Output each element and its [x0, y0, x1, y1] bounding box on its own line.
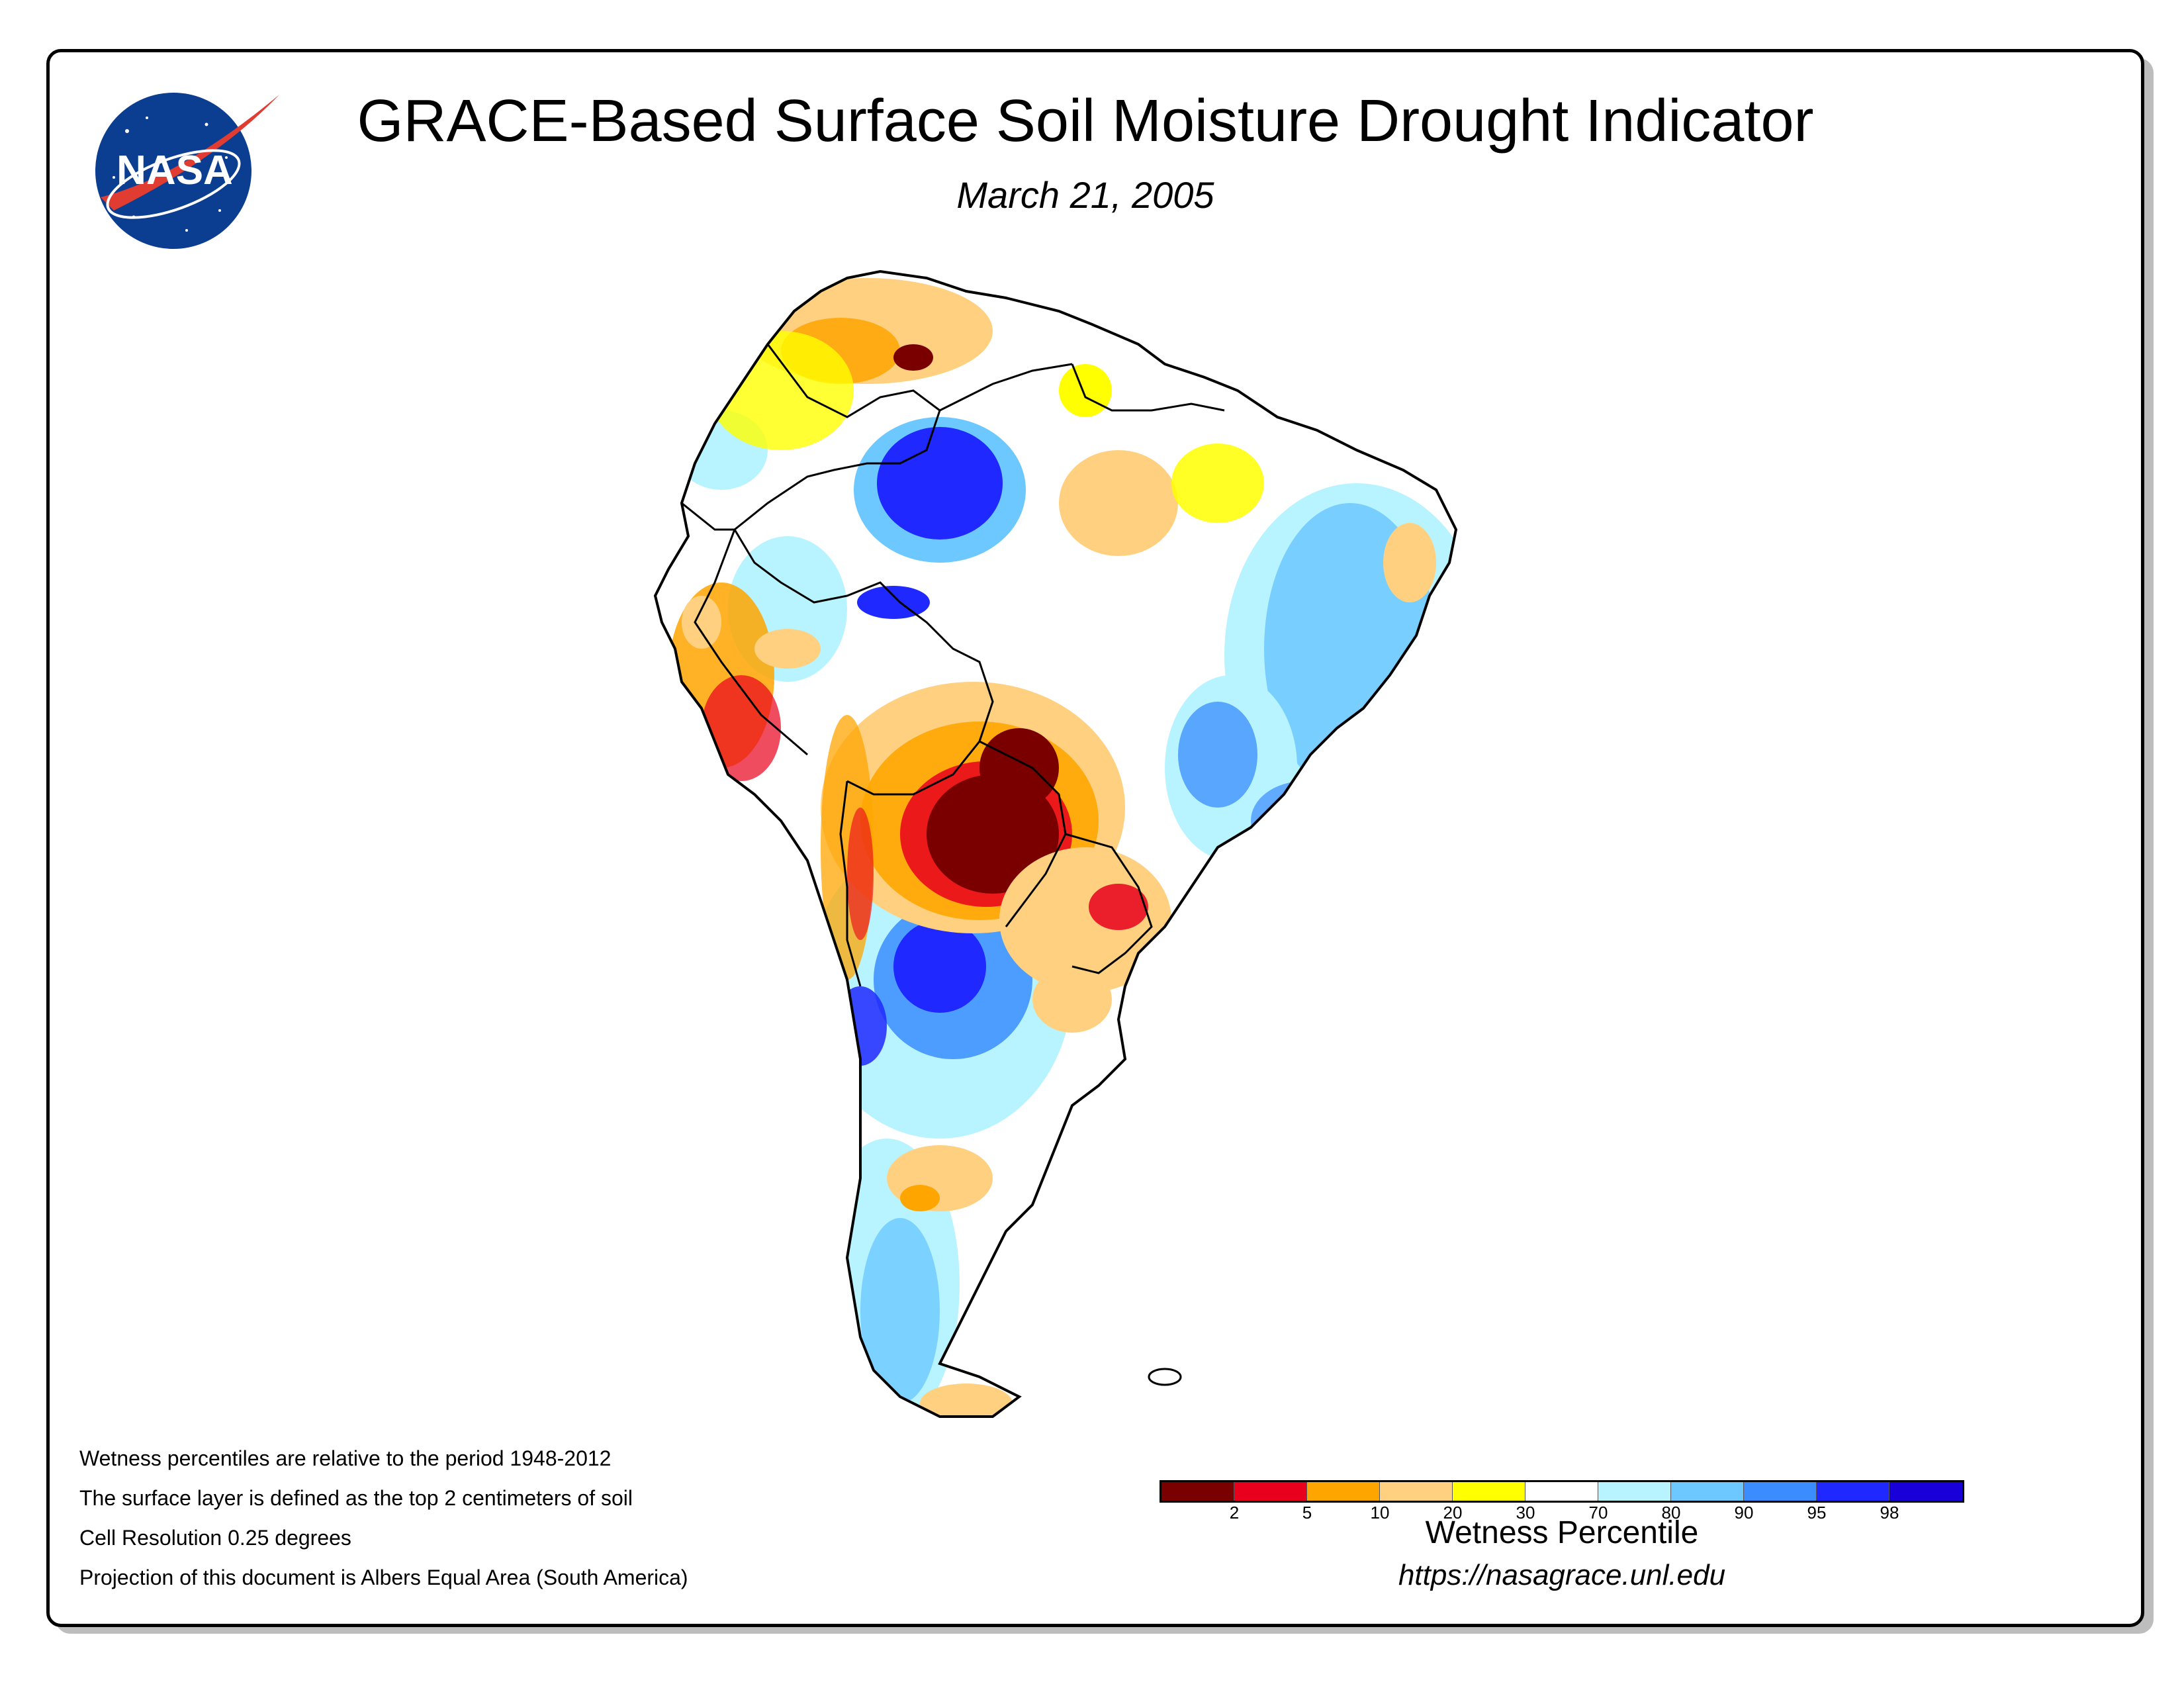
legend-tick-label: 70 [1588, 1503, 1608, 1523]
note-projection: Projection of this document is Albers Eq… [79, 1566, 688, 1589]
legend-tick-label: 2 [1229, 1503, 1240, 1523]
legend-swatch [1889, 1482, 1962, 1501]
note-surface-layer: The surface layer is defined as the top … [79, 1486, 633, 1510]
note-percentile-period: Wetness percentiles are relative to the … [79, 1446, 612, 1470]
legend-tick-label: 95 [1807, 1503, 1827, 1523]
legend-title: Wetness Percentile [1425, 1515, 1699, 1550]
legend-tick-label: 20 [1443, 1503, 1463, 1523]
page-title: GRACE-Based Surface Soil Moisture Drough… [357, 88, 1814, 154]
south-america-map [654, 270, 1457, 1418]
legend-swatch [1817, 1482, 1889, 1501]
islands [1148, 1368, 1182, 1386]
logo-text: NASA [116, 148, 233, 193]
legend-swatch [1161, 1482, 1234, 1501]
wetness-raster [655, 271, 1456, 1417]
note-cell-resolution: Cell Resolution 0.25 degrees [79, 1526, 351, 1550]
legend-color-bar [1160, 1480, 1964, 1503]
legend-swatch [1598, 1482, 1671, 1501]
nasa-logo-icon: NASA [95, 93, 279, 249]
legend-swatch [1671, 1482, 1744, 1501]
map-date: March 21, 2005 [956, 174, 1214, 216]
legend-swatch [1453, 1482, 1525, 1501]
legend-tick-label: 10 [1370, 1503, 1390, 1523]
legend-tick-label: 80 [1661, 1503, 1681, 1523]
legend-swatch [1744, 1482, 1817, 1501]
legend-swatch [1307, 1482, 1380, 1501]
legend-tick-label: 90 [1734, 1503, 1754, 1523]
legend-swatch [1234, 1482, 1307, 1501]
legend-tick-label: 98 [1880, 1503, 1899, 1523]
legend-swatch [1380, 1482, 1453, 1501]
source-url: https://nasagrace.unl.edu [1398, 1559, 1726, 1591]
legend-tick-label: 5 [1302, 1503, 1312, 1523]
country-borders [681, 344, 1225, 987]
legend-swatch [1525, 1482, 1598, 1501]
legend-tick-label: 30 [1516, 1503, 1535, 1523]
